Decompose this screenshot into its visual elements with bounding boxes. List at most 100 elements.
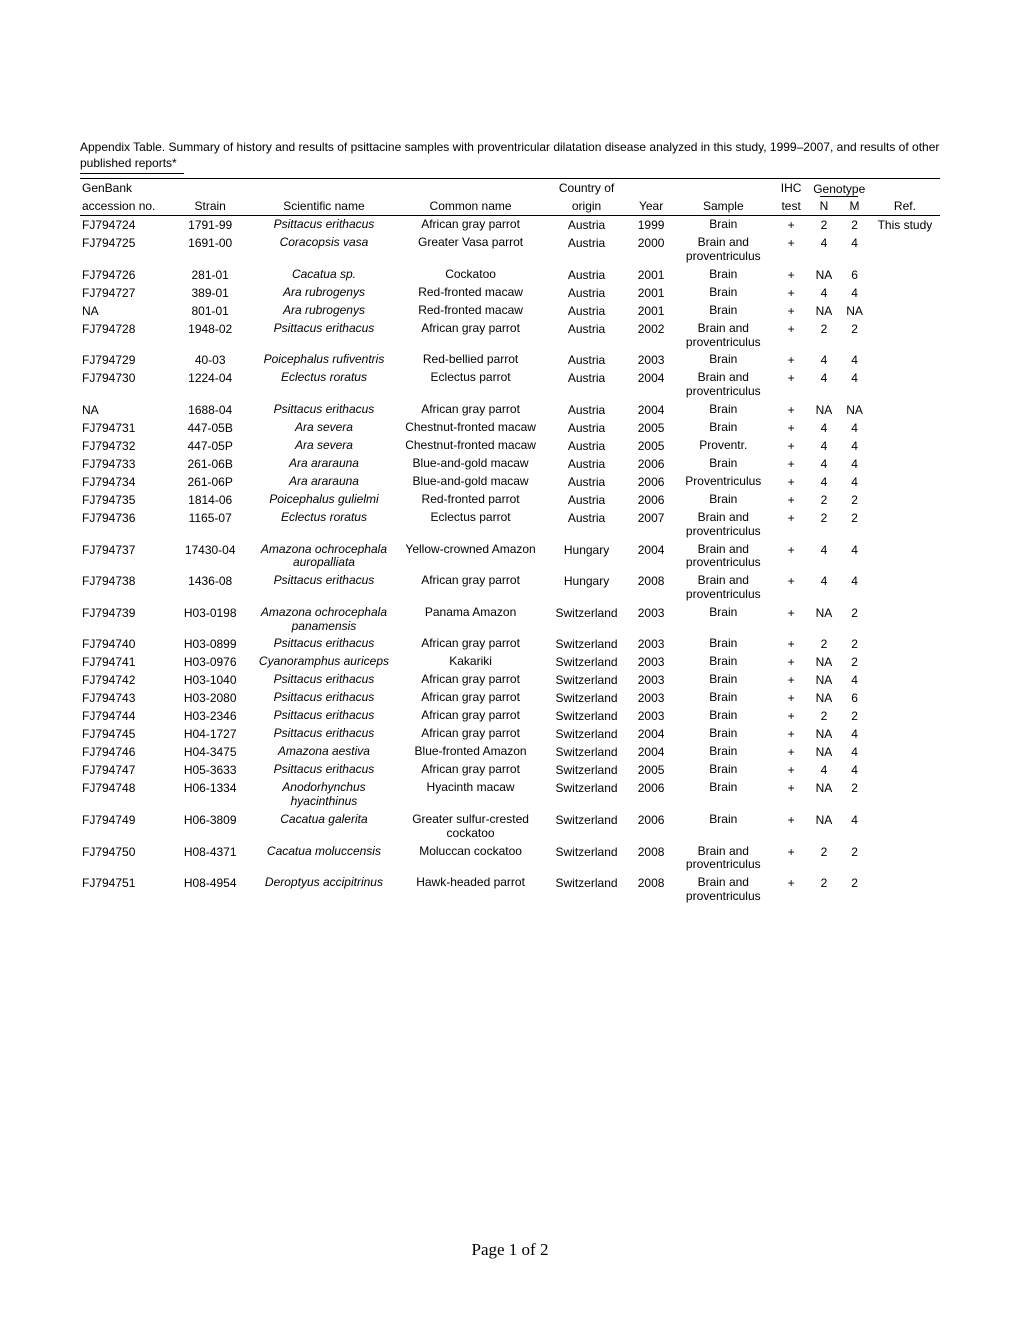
cell-ihc: + (774, 689, 809, 707)
table-row: FJ7947381436-08Psittacus erithacusAfrica… (80, 572, 940, 604)
cell-strain: 447-05P (170, 437, 251, 455)
cell-common-name: Hawk-headed parrot (397, 874, 544, 906)
cell-genotype-n: NA (809, 401, 840, 419)
cell-accession: FJ794748 (80, 779, 170, 811)
cell-sample: Brain (673, 707, 774, 725)
cell-sample: Brain (673, 302, 774, 320)
cell-ihc: + (774, 707, 809, 725)
cell-genotype-n: NA (809, 811, 840, 843)
cell-ref: This study (870, 216, 940, 235)
cell-genotype-m: 2 (839, 491, 870, 509)
table-row: FJ7947361165-07Eclectus roratusEclectus … (80, 509, 940, 541)
cell-sample: Brain (673, 779, 774, 811)
cell-scientific-name: Psittacus erithacus (251, 671, 398, 689)
cell-strain: H08-4954 (170, 874, 251, 906)
table-caption: Appendix Table. Summary of history and r… (80, 140, 940, 171)
cell-ref (870, 707, 940, 725)
cell-scientific-name: Amazona ochrocephala panamensis (251, 604, 398, 636)
cell-common-name: Chestnut-fronted macaw (397, 419, 544, 437)
cell-scientific-name: Psittacus erithacus (251, 216, 398, 235)
cell-accession: FJ794735 (80, 491, 170, 509)
cell-ihc: + (774, 779, 809, 811)
table-row: FJ794750H08-4371Cacatua moluccensisMoluc… (80, 843, 940, 875)
cell-sample: Brain (673, 761, 774, 779)
cell-accession: FJ794741 (80, 653, 170, 671)
cell-common-name: Greater Vasa parrot (397, 234, 544, 266)
table-row: FJ794733261-06BAra araraunaBlue-and-gold… (80, 455, 940, 473)
cell-genotype-n: 4 (809, 437, 840, 455)
cell-strain: 261-06B (170, 455, 251, 473)
cell-genotype-m: NA (839, 401, 870, 419)
cell-common-name: Red-fronted macaw (397, 302, 544, 320)
cell-country: Switzerland (544, 811, 629, 843)
cell-ref (870, 743, 940, 761)
cell-strain: H03-2080 (170, 689, 251, 707)
cell-year: 2005 (629, 761, 673, 779)
th-common: Common name (397, 197, 544, 216)
cell-country: Switzerland (544, 779, 629, 811)
cell-genotype-n: 2 (809, 874, 840, 906)
cell-strain: 17430-04 (170, 541, 251, 573)
cell-genotype-n: NA (809, 689, 840, 707)
cell-year: 2006 (629, 491, 673, 509)
cell-genotype-n: 4 (809, 473, 840, 491)
cell-genotype-m: 4 (839, 437, 870, 455)
cell-genotype-m: 2 (839, 653, 870, 671)
cell-common-name: Cockatoo (397, 266, 544, 284)
cell-sample: Brain (673, 351, 774, 369)
table-row: FJ794749H06-3809Cacatua galeritaGreater … (80, 811, 940, 843)
cell-common-name: African gray parrot (397, 216, 544, 235)
cell-accession: NA (80, 302, 170, 320)
cell-genotype-m: 4 (839, 743, 870, 761)
cell-country: Switzerland (544, 707, 629, 725)
cell-accession: FJ794725 (80, 234, 170, 266)
cell-genotype-n: 4 (809, 455, 840, 473)
cell-country: Switzerland (544, 635, 629, 653)
cell-ref (870, 541, 940, 573)
cell-scientific-name: Cacatua galerita (251, 811, 398, 843)
cell-strain: 261-06P (170, 473, 251, 491)
cell-country: Austria (544, 351, 629, 369)
cell-scientific-name: Psittacus erithacus (251, 635, 398, 653)
cell-year: 2004 (629, 743, 673, 761)
table-body: FJ7947241791-99Psittacus erithacusAfrica… (80, 216, 940, 906)
table-row: FJ7947351814-06Poicephalus gulielmiRed-f… (80, 491, 940, 509)
cell-strain: 1948-02 (170, 320, 251, 352)
cell-ihc: + (774, 401, 809, 419)
cell-ihc: + (774, 761, 809, 779)
cell-ihc: + (774, 671, 809, 689)
cell-country: Switzerland (544, 843, 629, 875)
table-row: FJ794739H03-0198Amazona ochrocephala pan… (80, 604, 940, 636)
th-ihc-l1: IHC (774, 179, 809, 198)
cell-genotype-m: 2 (839, 874, 870, 906)
cell-genotype-m: 2 (839, 509, 870, 541)
cell-country: Austria (544, 284, 629, 302)
cell-genotype-n: NA (809, 779, 840, 811)
cell-accession: FJ794749 (80, 811, 170, 843)
cell-country: Austria (544, 320, 629, 352)
cell-sample: Brain (673, 455, 774, 473)
cell-ihc: + (774, 284, 809, 302)
page: Appendix Table. Summary of history and r… (0, 0, 1020, 1320)
cell-accession: FJ794740 (80, 635, 170, 653)
cell-strain: H04-3475 (170, 743, 251, 761)
cell-country: Hungary (544, 541, 629, 573)
cell-genotype-m: 4 (839, 351, 870, 369)
cell-genotype-n: 4 (809, 284, 840, 302)
cell-sample: Brain and proventriculus (673, 541, 774, 573)
cell-accession: FJ794730 (80, 369, 170, 401)
cell-scientific-name: Cyanoramphus auriceps (251, 653, 398, 671)
th-sci: Scientific name (251, 197, 398, 216)
cell-genotype-m: 4 (839, 541, 870, 573)
table-row: FJ794734261-06PAra araraunaBlue-and-gold… (80, 473, 940, 491)
cell-ihc: + (774, 369, 809, 401)
cell-ref (870, 419, 940, 437)
cell-country: Switzerland (544, 874, 629, 906)
cell-year: 2003 (629, 635, 673, 653)
cell-year: 2002 (629, 320, 673, 352)
table-row: FJ794742H03-1040Psittacus erithacusAfric… (80, 671, 940, 689)
cell-scientific-name: Psittacus erithacus (251, 401, 398, 419)
cell-ref (870, 302, 940, 320)
cell-ihc: + (774, 351, 809, 369)
cell-accession: FJ794742 (80, 671, 170, 689)
